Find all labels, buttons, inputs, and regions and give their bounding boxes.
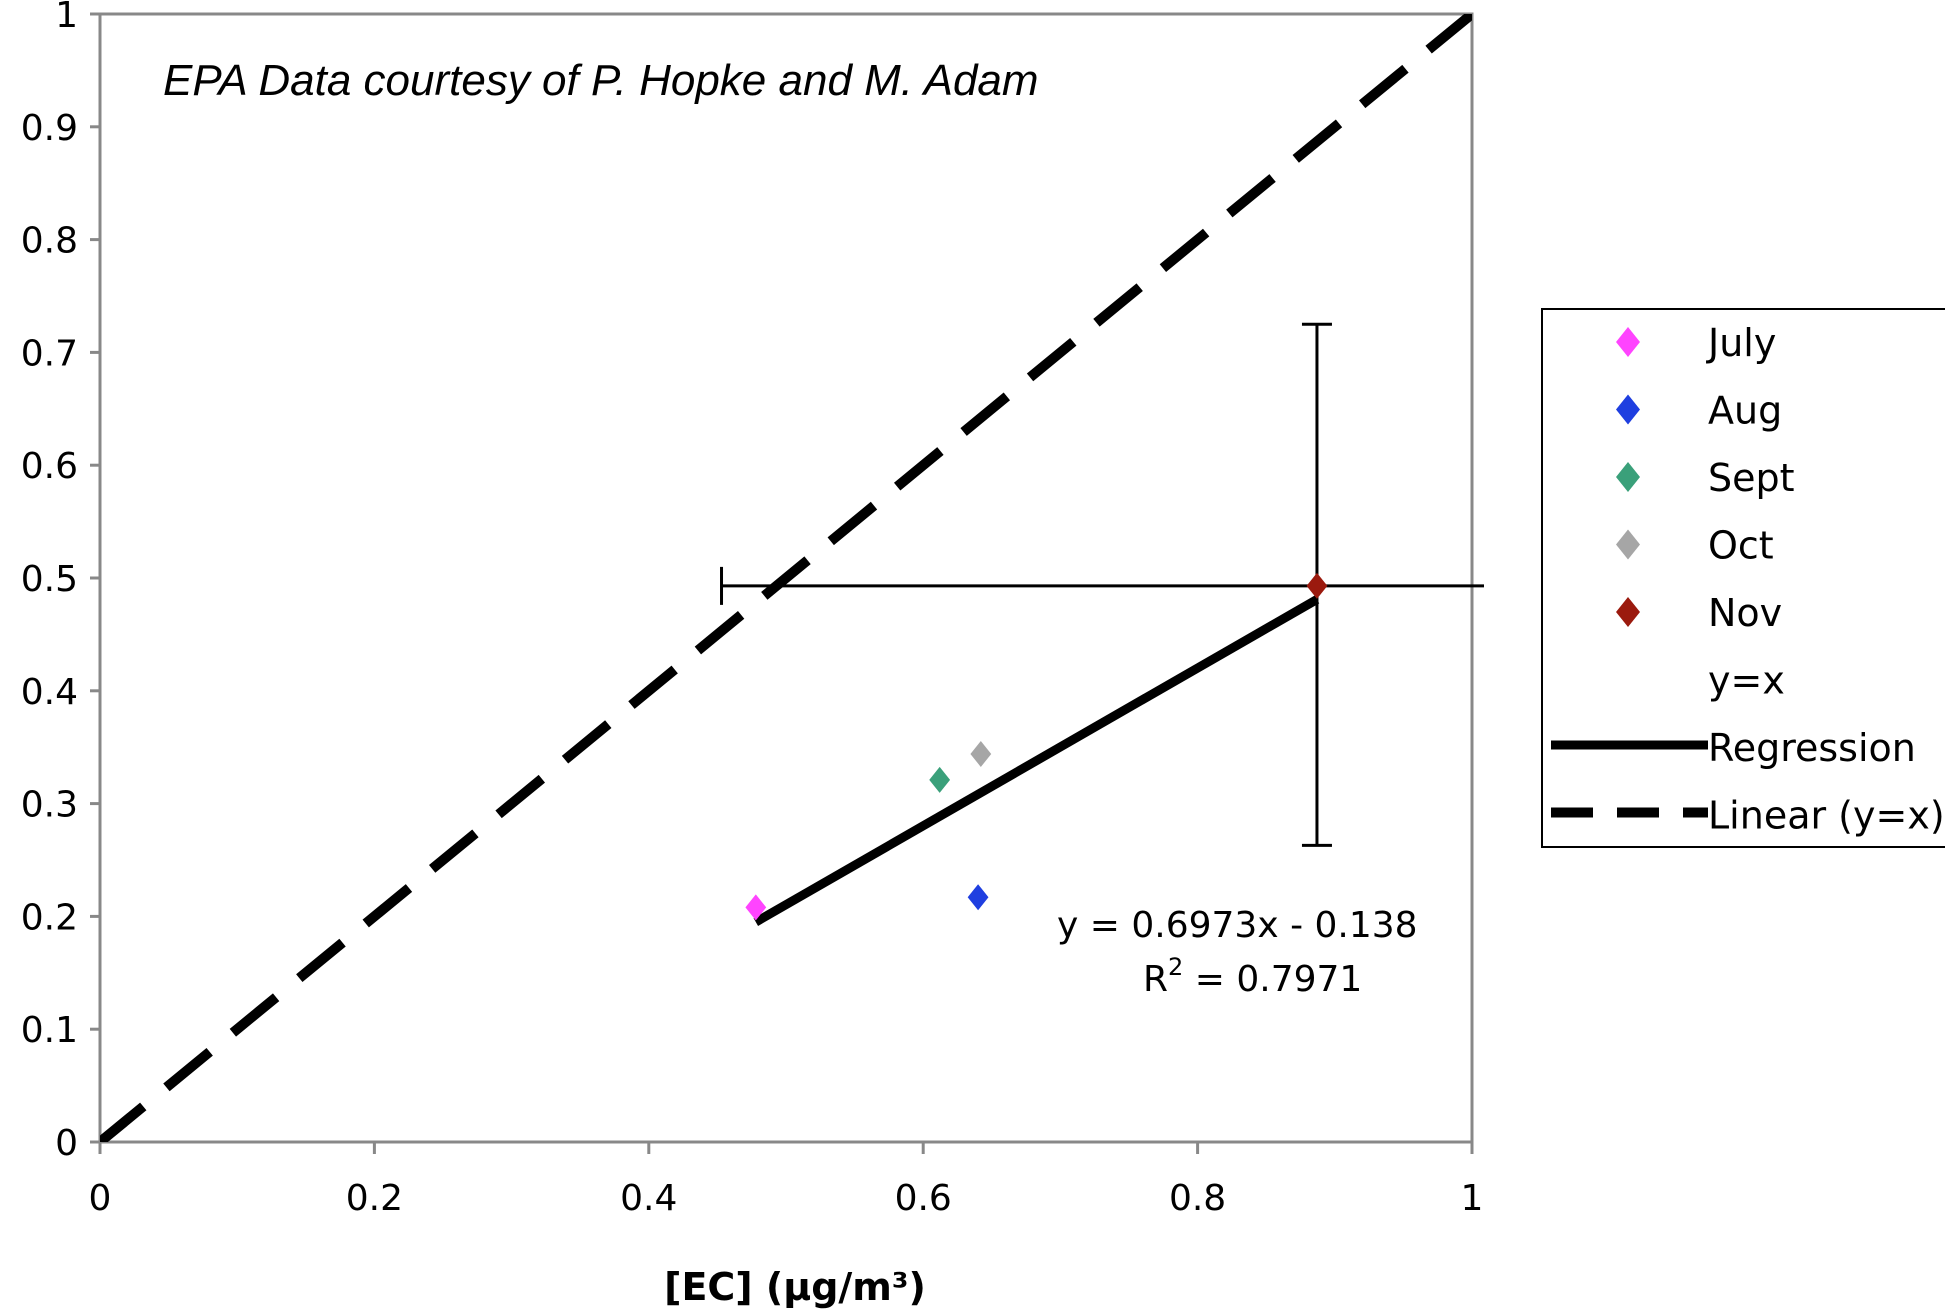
equation-mask (1446, 900, 1470, 950)
legend-label-linear-y-x: Linear (y=x) (1708, 794, 1945, 838)
y-tick-label: 0.3 (21, 785, 78, 826)
r-squared-value: = 0.7971 (1183, 959, 1362, 1000)
legend-label-regression: Regression (1708, 726, 1916, 770)
markers (745, 572, 1328, 921)
legend-marker-oct (1616, 529, 1640, 560)
y-tick-label: 0 (55, 1123, 78, 1164)
data-point-nov (1306, 572, 1328, 599)
legend-label-oct: Oct (1708, 524, 1774, 568)
y-tick-label: 0.8 (21, 221, 78, 262)
data-point-oct (970, 740, 992, 767)
legend-marker-july (1616, 327, 1640, 357)
legend-marker-aug (1616, 394, 1640, 425)
legend-label-nov: Nov (1708, 591, 1782, 635)
regression-equation: y = 0.6973x - 0.138 (1057, 905, 1418, 946)
y-tick-label: 0.4 (21, 672, 78, 713)
y-tick-label: 0.2 (21, 897, 78, 938)
x-axis: 0 0.2 0.4 0.6 0.8 1 (89, 1142, 1484, 1219)
x-tick-label: 1 (1461, 1178, 1484, 1219)
data-point-july (745, 894, 767, 921)
y-tick-label: 0.1 (21, 1010, 78, 1051)
r-squared-prefix: R (1143, 959, 1168, 1000)
legend-box (1541, 308, 1945, 848)
r-squared-sup: 2 (1168, 953, 1183, 981)
legend-items: July Aug Sept Oct Nov y=x Regression Linear (y=… (1551, 321, 1945, 838)
data-point-aug (967, 884, 989, 911)
legend-label-sept: Sept (1708, 456, 1795, 500)
linear-y-x-line (100, 14, 1472, 1142)
legend: July Aug Sept Oct Nov y=x Regression Linear (y=… (1541, 308, 1945, 848)
x-axis-label: [EC] (μg/m³) (664, 1265, 926, 1309)
x-tick-label: 0.8 (1169, 1178, 1226, 1219)
x-tick-label: 0.4 (620, 1178, 677, 1219)
legend-marker-sept (1616, 462, 1640, 492)
legend-label-july: July (1706, 321, 1776, 365)
x-tick-label: 0 (89, 1178, 112, 1219)
data-point-sept (929, 766, 951, 793)
r-squared: R2 = 0.7971 (1143, 953, 1362, 1000)
legend-label-y-x: y=x (1708, 659, 1785, 703)
x-tick-label: 0.2 (346, 1178, 403, 1219)
legend-label-aug: Aug (1708, 389, 1782, 433)
legend-marker-nov (1616, 597, 1640, 627)
y-axis: 0 0.1 0.2 0.3 0.4 0.5 0.6 0.7 0.8 0.9 1 (21, 0, 100, 1164)
y-tick-label: 0.6 (21, 446, 78, 487)
x-tick-label: 0.6 (895, 1178, 952, 1219)
y-tick-label: 0.5 (21, 559, 78, 600)
y-tick-label: 1 (55, 0, 78, 36)
regression-line (753, 595, 1320, 926)
y-tick-label: 0.7 (21, 333, 78, 374)
y-tick-label: 0.9 (21, 108, 78, 149)
source-annotation: EPA Data courtesy of P. Hopke and M. Ada… (163, 56, 1039, 105)
plot-layer (100, 14, 1472, 1142)
